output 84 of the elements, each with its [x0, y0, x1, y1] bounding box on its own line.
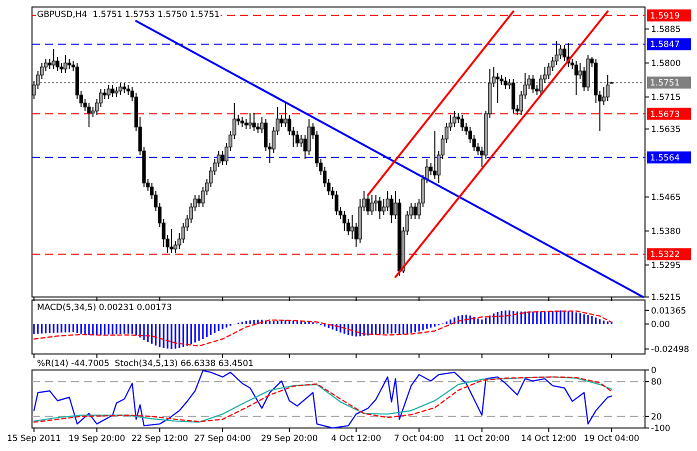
candlestick	[413, 202, 417, 220]
candlestick	[378, 196, 382, 220]
candlestick	[106, 84, 110, 100]
candlestick	[48, 58, 52, 70]
candlestick	[197, 194, 201, 208]
ref-line-label: 1.5751	[650, 78, 680, 89]
y-tick-label: 1.5800	[651, 58, 681, 69]
candlestick	[295, 130, 300, 148]
line-series	[33, 310, 612, 347]
candlestick	[374, 194, 378, 212]
y-tick-label: 0.01365	[651, 306, 686, 316]
y-tick-label: -0.02498	[651, 344, 690, 355]
chart-title: GBPUSD,H4 1.5751 1.5753 1.5750 1.5751	[37, 10, 220, 20]
x-tick-label: 19 Oct 04:00	[584, 434, 640, 444]
candlestick	[432, 130, 437, 180]
y-tick-label: 1.5295	[651, 260, 681, 271]
x-tick-label: 7 Oct 04:00	[394, 434, 444, 444]
chart-title: MACD(5,34,5) 0.00231 0.00173	[37, 303, 172, 313]
candlestick	[52, 48, 56, 70]
y-tick-label: 1.5635	[651, 124, 681, 135]
candlestick	[386, 190, 390, 212]
ref-line-label: 1.5919	[650, 11, 680, 22]
y-tick-label: 1.5885	[651, 24, 681, 35]
y2-tick-label: -100	[651, 424, 670, 434]
candlestick	[102, 88, 106, 100]
candlestick	[284, 102, 288, 128]
candlestick	[248, 112, 252, 130]
candlestick	[118, 82, 122, 96]
y-tick-label: 20	[651, 412, 662, 422]
candlestick	[280, 114, 284, 128]
x-tick-label: 4 Oct 12:00	[331, 434, 382, 444]
x-tick-label: 29 Sep 20:00	[261, 434, 318, 444]
x-tick-label: 14 Oct 12:00	[521, 434, 576, 444]
y-tick-label: 0.00	[651, 320, 670, 330]
candlestick	[122, 82, 126, 94]
x-tick-label: 27 Sep 04:00	[194, 434, 251, 444]
candlestick	[170, 228, 174, 254]
candlestick	[496, 72, 500, 104]
candlestick	[216, 150, 220, 168]
line-series	[33, 370, 612, 429]
candlestick	[91, 106, 95, 118]
y-tick-label: 1.5715	[651, 92, 681, 103]
candlestick	[64, 54, 68, 74]
y-tick-label: 80	[651, 378, 662, 388]
candlestick	[252, 112, 256, 132]
chart-title: %R(14) -44.7005 Stoch(34,5,13) 66.6338 63.4501	[37, 359, 254, 369]
candlestick	[460, 114, 464, 132]
candlestick	[350, 214, 354, 240]
candlestick	[606, 74, 610, 102]
candlestick	[531, 74, 535, 94]
candlestick	[299, 134, 303, 148]
candlestick	[307, 118, 311, 156]
y-tick-label: 1.5465	[651, 192, 681, 203]
candlestick	[114, 86, 118, 98]
line-series	[33, 376, 612, 423]
candlestick	[429, 162, 433, 176]
x-tick-label: 15 Sep 2011	[7, 434, 61, 444]
candlestick	[244, 118, 248, 130]
y2-tick-label: 0	[651, 366, 656, 376]
candlestick	[334, 190, 338, 216]
ref-line-label: 1.5564	[650, 153, 680, 164]
ref-line-label: 1.5322	[650, 250, 680, 260]
y-tick-label: 1.5215	[651, 292, 681, 303]
x-tick-label: 22 Sep 12:00	[131, 434, 188, 444]
candlestick	[390, 194, 394, 224]
candlestick	[87, 102, 91, 128]
candlestick	[574, 60, 578, 96]
candlestick	[456, 112, 460, 124]
candlestick	[220, 150, 224, 166]
candlestick	[68, 58, 72, 70]
x-tick-label: 19 Sep 20:00	[68, 434, 126, 444]
candlestick	[110, 84, 114, 98]
candlestick	[554, 40, 558, 66]
y-tick-label: 1.5380	[651, 226, 681, 237]
candlestick	[504, 76, 508, 90]
candlestick	[539, 74, 543, 96]
candlestick	[370, 194, 374, 216]
ref-line-label: 1.5673	[650, 110, 680, 120]
candlestick	[240, 116, 244, 128]
x-tick-label: 11 Oct 20:00	[454, 434, 510, 444]
candlestick	[452, 110, 456, 128]
candlestick	[342, 210, 346, 232]
candlestick	[366, 194, 370, 216]
ref-line-label: 1.5847	[650, 40, 680, 50]
